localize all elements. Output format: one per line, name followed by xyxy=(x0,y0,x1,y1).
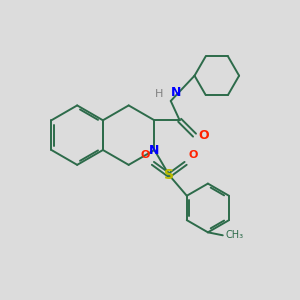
Text: N: N xyxy=(171,86,181,99)
Text: H: H xyxy=(155,89,163,99)
Text: CH₃: CH₃ xyxy=(226,230,244,240)
Text: O: O xyxy=(189,150,198,161)
Text: S: S xyxy=(164,168,174,182)
Text: N: N xyxy=(149,143,160,157)
Text: O: O xyxy=(198,129,209,142)
Text: O: O xyxy=(141,150,150,161)
